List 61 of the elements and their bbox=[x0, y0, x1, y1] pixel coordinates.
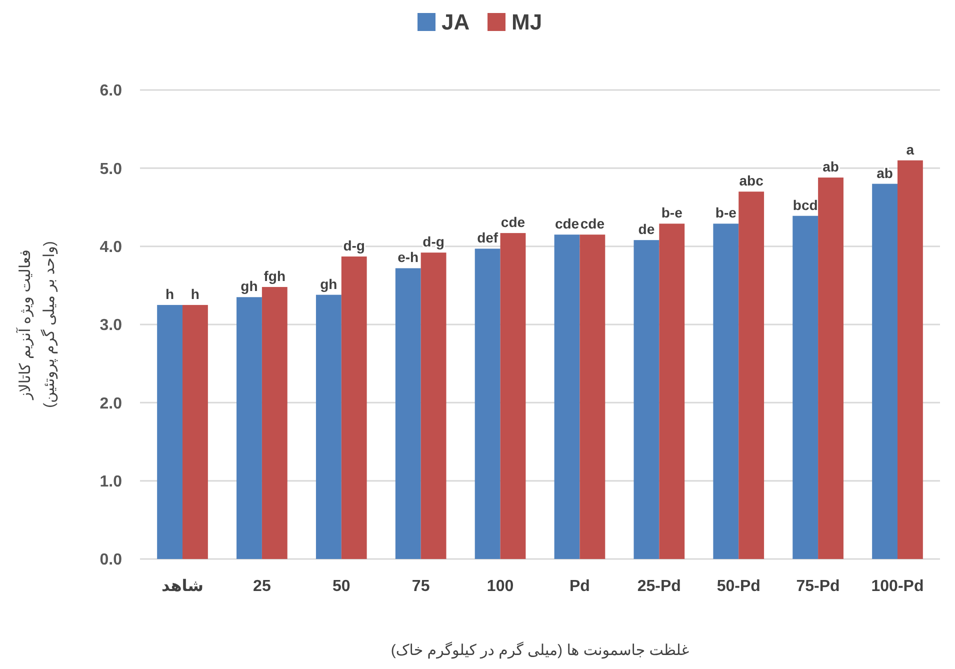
bar bbox=[341, 256, 367, 559]
data-label: gh bbox=[320, 276, 338, 292]
x-tick-label: 100-Pd bbox=[871, 578, 924, 595]
x-tick-label: 75-Pd bbox=[796, 578, 840, 595]
bar bbox=[554, 234, 580, 559]
x-tick-label: 100 bbox=[486, 578, 514, 595]
bar bbox=[872, 184, 898, 559]
x-tick-label: شاهد bbox=[161, 578, 204, 595]
bar bbox=[818, 178, 844, 559]
data-label: de bbox=[638, 221, 655, 238]
y-tick-label: 5.0 bbox=[100, 160, 122, 178]
data-label: a bbox=[906, 141, 914, 158]
data-label: h bbox=[166, 286, 174, 302]
data-label: def bbox=[477, 230, 498, 246]
x-axis-title: غلظت جاسمونت ها (میلی گرم در کیلوگرم خاک) bbox=[390, 641, 690, 659]
data-label: fgh bbox=[264, 268, 286, 284]
bar bbox=[792, 216, 818, 559]
y-tick-label: 3.0 bbox=[100, 317, 122, 334]
bar bbox=[659, 224, 685, 559]
bar bbox=[634, 240, 660, 559]
x-tick-label: 75 bbox=[412, 578, 430, 595]
bar bbox=[262, 286, 288, 559]
y-tick-label: 2.0 bbox=[100, 395, 122, 412]
y-axis-title: فعالیت ویژه آنزیم کاتالاز (واحد بر میلی گرم پروتئین) bbox=[15, 241, 58, 408]
bar bbox=[500, 233, 526, 559]
data-label: ab bbox=[822, 158, 839, 175]
data-label: b-e bbox=[715, 204, 737, 221]
data-label: cde bbox=[554, 216, 580, 232]
x-tick-label: Pd bbox=[569, 578, 590, 595]
bar bbox=[182, 304, 208, 559]
bar bbox=[236, 297, 262, 559]
data-label: bcd bbox=[792, 196, 818, 213]
data-label: cde bbox=[500, 214, 526, 230]
bar bbox=[316, 294, 342, 559]
x-tick-label: 50 bbox=[332, 578, 350, 595]
bar bbox=[395, 268, 421, 559]
x-tick-label: 25-Pd bbox=[637, 578, 681, 595]
bar bbox=[897, 160, 923, 559]
bar bbox=[580, 234, 606, 559]
data-label: gh bbox=[240, 278, 258, 294]
y-tick-label: 1.0 bbox=[100, 473, 122, 490]
bar bbox=[474, 248, 500, 559]
bar bbox=[420, 252, 446, 559]
y-tick-label: 6.0 bbox=[100, 82, 122, 100]
legend-label: JA bbox=[442, 10, 470, 35]
data-label: e-h bbox=[398, 249, 419, 266]
y-tick-label: 0.0 bbox=[100, 552, 122, 569]
y-tick-label: 4.0 bbox=[100, 238, 122, 256]
bar bbox=[157, 304, 182, 559]
data-label: ab bbox=[876, 164, 893, 181]
data-label: abc bbox=[739, 172, 764, 189]
data-label: h bbox=[190, 286, 200, 302]
x-tick-label: 25 bbox=[253, 578, 271, 595]
data-label: d-g bbox=[422, 234, 444, 250]
bar bbox=[738, 192, 764, 559]
legend-label: MJ bbox=[512, 10, 542, 35]
bar bbox=[713, 224, 739, 559]
x-tick-label: 50-Pd bbox=[716, 578, 760, 595]
data-label: b-e bbox=[661, 204, 683, 221]
data-label: d-g bbox=[343, 237, 365, 254]
data-label: cde bbox=[580, 216, 605, 232]
